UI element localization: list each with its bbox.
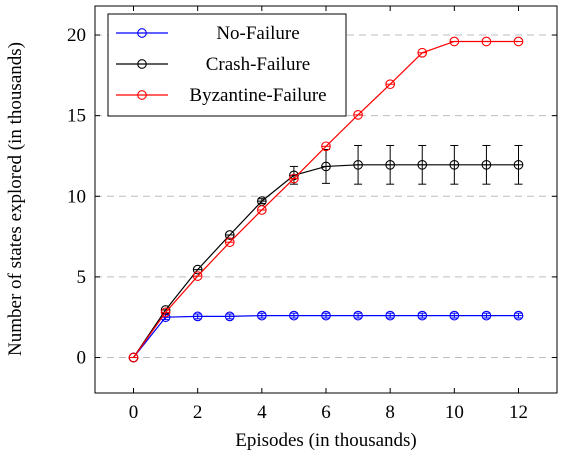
legend-item-crash-failure: Crash-Failure — [116, 54, 310, 75]
y-tick-label: 5 — [77, 267, 87, 288]
axis-ticks: 0 5 10 15 20 0 2 4 6 8 10 12 — [67, 6, 557, 423]
y-tick-label: 0 — [77, 348, 87, 369]
legend-label: Crash-Failure — [206, 54, 310, 75]
x-tick-label: 12 — [509, 402, 528, 423]
series-no-failure — [128, 310, 524, 363]
no-failure-line — [133, 315, 519, 358]
x-tick-label: 2 — [193, 402, 203, 423]
y-tick-label: 10 — [67, 186, 86, 207]
crash-failure-line — [133, 164, 519, 358]
legend-item-no-failure: No-Failure — [116, 23, 300, 44]
x-axis-title: Episodes (in thousands) — [235, 430, 417, 451]
legend-item-byzantine-failure: Byzantine-Failure — [116, 85, 327, 106]
x-tick-label: 4 — [257, 402, 267, 423]
legend-label: No-Failure — [216, 23, 299, 44]
x-tick-label: 0 — [129, 402, 139, 423]
y-axis-title: Number of states explored (in thousands) — [5, 42, 26, 356]
series-byzantine-failure — [128, 36, 524, 363]
series-layer — [128, 36, 524, 363]
y-tick-label: 20 — [67, 25, 86, 46]
legend-marker — [137, 90, 147, 100]
legend-marker — [137, 59, 147, 69]
legend-box — [107, 13, 347, 117]
x-tick-label: 8 — [385, 402, 395, 423]
series-crash-failure — [128, 144, 524, 363]
x-tick-label: 10 — [445, 402, 464, 423]
legend-marker — [137, 28, 147, 38]
legend-label: Byzantine-Failure — [189, 85, 326, 106]
x-tick-label: 6 — [321, 402, 331, 423]
y-tick-label: 15 — [67, 106, 86, 127]
legend: No-Failure Crash-Failure Byzantine-Failure — [107, 13, 347, 117]
